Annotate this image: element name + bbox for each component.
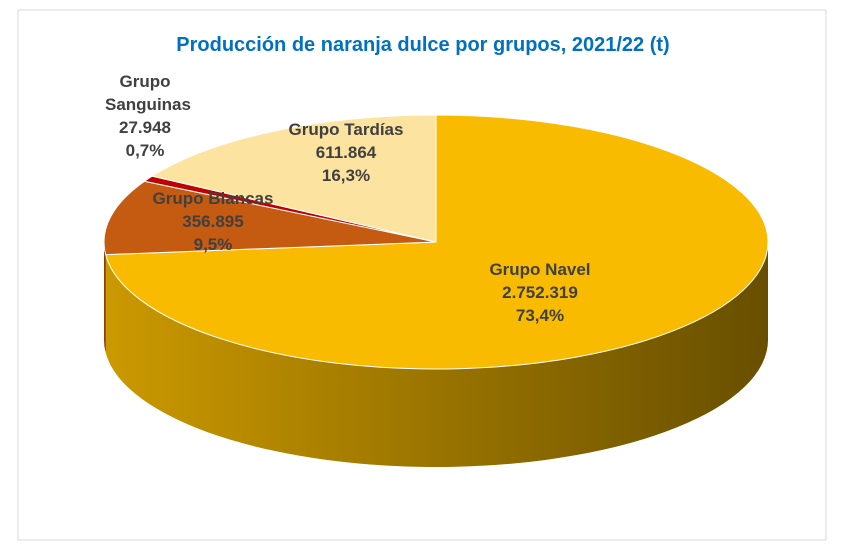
percentage-label: 16,3% — [321, 166, 371, 185]
value-label: 356.895 — [182, 212, 244, 231]
value-label: 611.864 — [315, 143, 377, 162]
chart-border — [17, 9, 827, 541]
slice-side — [105, 242, 768, 467]
slice — [103, 180, 437, 256]
percentage-label: 73,4% — [515, 306, 565, 325]
data-label: Grupo Navel 2.752.319 73,4% — [440, 258, 640, 327]
value-label: 2.752.319 — [502, 283, 578, 302]
category-label: Grupo Navel — [489, 260, 591, 279]
data-label: Grupo Blancas 356.895 9,5% — [113, 187, 313, 256]
value-label: 27.948 — [119, 118, 171, 137]
category-label: Grupo Sanguinas — [105, 72, 191, 114]
data-label: Grupo Sanguinas 27.948 0,7% — [105, 70, 191, 162]
slice — [105, 114, 769, 370]
category-label: Grupo Tardías — [288, 120, 404, 139]
percentage-label: 9,5% — [193, 235, 233, 254]
slice-side — [104, 242, 106, 353]
chart-title: Producción de naranja dulce por grupos, … — [176, 34, 670, 56]
percentage-label: 0,7% — [125, 141, 165, 160]
category-label: Grupo Blancas — [152, 189, 274, 208]
data-label: Grupo Tardías 611.864 16,3% — [246, 118, 446, 187]
slice — [150, 114, 437, 243]
